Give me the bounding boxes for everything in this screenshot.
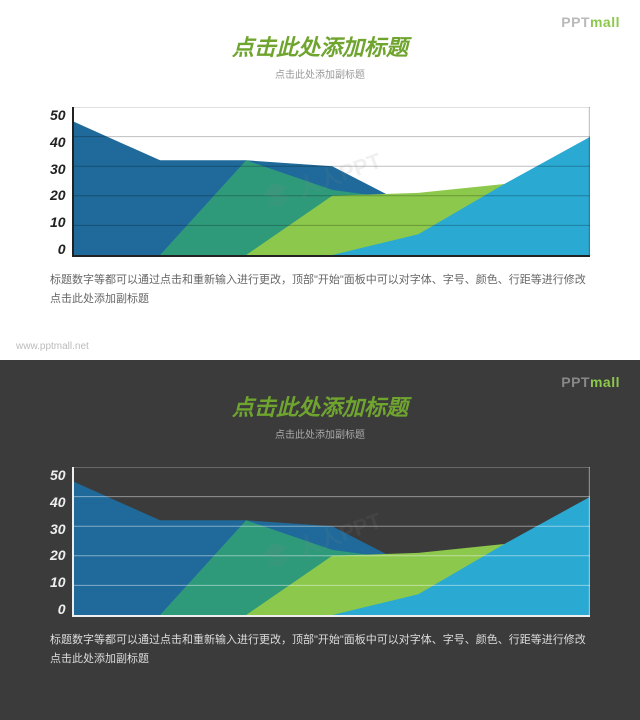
footer-url: www.pptmall.net [16, 341, 89, 352]
plot-area [72, 107, 590, 257]
ytick-label: 0 [58, 241, 66, 257]
ytick-label: 40 [50, 494, 66, 510]
y-axis: 50 40 30 20 10 0 [50, 107, 72, 257]
slide-description[interactable]: 标题数字等都可以通过点击和重新输入进行更改，顶部"开始"面板中可以对字体、字号、… [50, 271, 590, 308]
slide-panel-dark: PPTmall 点击此处添加标题 点击此处添加副标题 50 40 30 20 10 0 标… [0, 360, 640, 720]
ytick-label: 20 [50, 547, 66, 563]
slide-subtitle[interactable]: 点击此处添加副标题 [50, 426, 590, 441]
ytick-label: 0 [58, 601, 66, 617]
y-axis: 50 40 30 20 10 0 [50, 467, 72, 617]
slide-title[interactable]: 点击此处添加标题 [50, 30, 590, 62]
ytick-label: 50 [50, 467, 66, 483]
brand-logo: PPTmall [561, 14, 620, 30]
ytick-label: 30 [50, 161, 66, 177]
plot-area [72, 467, 590, 617]
ytick-label: 10 [50, 574, 66, 590]
slide-panel-light: PPTmall 点击此处添加标题 点击此处添加副标题 50 40 30 20 10 0 标… [0, 0, 640, 360]
ytick-label: 30 [50, 521, 66, 537]
area-chart: 50 40 30 20 10 0 [50, 107, 590, 257]
slide-description[interactable]: 标题数字等都可以通过点击和重新输入进行更改，顶部"开始"面板中可以对字体、字号、… [50, 631, 590, 668]
ytick-label: 10 [50, 214, 66, 230]
ytick-label: 50 [50, 107, 66, 123]
slide-title[interactable]: 点击此处添加标题 [50, 390, 590, 422]
slide-subtitle[interactable]: 点击此处添加副标题 [50, 66, 590, 81]
brand-logo: PPTmall [561, 374, 620, 390]
area-chart: 50 40 30 20 10 0 [50, 467, 590, 617]
ytick-label: 40 [50, 134, 66, 150]
ytick-label: 20 [50, 187, 66, 203]
